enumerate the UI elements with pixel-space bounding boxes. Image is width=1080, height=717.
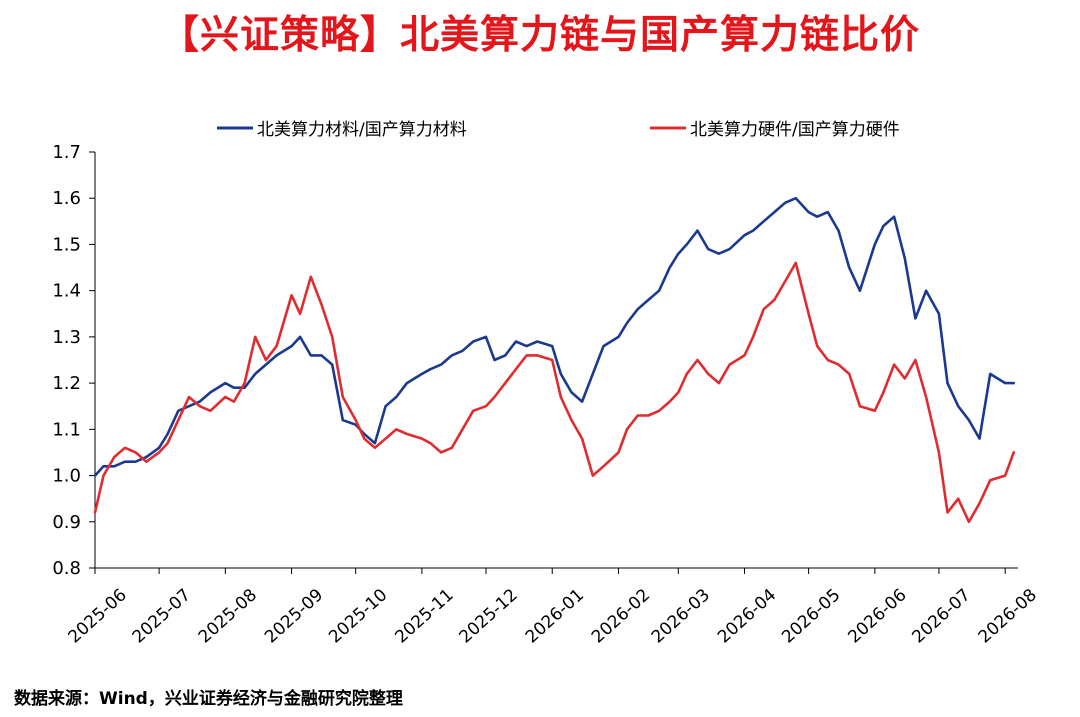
x-tick-label: 2025-07 bbox=[129, 585, 195, 647]
y-tick-label: 0.9 bbox=[52, 512, 81, 533]
x-tick-label: 2025-09 bbox=[261, 585, 327, 647]
y-tick-label: 1.3 bbox=[52, 327, 81, 348]
page-title: 【兴证策略】北美算力链与国产算力链比价 bbox=[159, 13, 920, 58]
plot-area bbox=[93, 196, 1016, 524]
y-tick-label: 1.4 bbox=[52, 281, 81, 302]
legend: 北美算力材料/国产算力材料 北美算力硬件/国产算力硬件 bbox=[217, 120, 900, 140]
x-tick-label: 2025-10 bbox=[325, 585, 391, 647]
x-tick-label: 2026-08 bbox=[975, 585, 1041, 647]
legend-label-series-1: 北美算力材料/国产算力材料 bbox=[257, 120, 467, 140]
y-tick-label: 1.2 bbox=[52, 373, 81, 394]
x-tick-label: 2026-05 bbox=[778, 585, 844, 647]
series-line-2 bbox=[93, 261, 1016, 524]
legend-label-series-2: 北美算力硬件/国产算力硬件 bbox=[690, 120, 900, 140]
y-tick-label: 0.8 bbox=[52, 558, 81, 579]
y-tick-label: 1.1 bbox=[52, 419, 81, 440]
source-note: 数据来源：Wind，兴业证券经济与金融研究院整理 bbox=[14, 689, 403, 709]
x-tick-label: 2026-01 bbox=[522, 585, 588, 647]
y-axis: 0.8 0.9 1.0 1.1 1.2 1.3 1.4 1.5 1.6 1.7 bbox=[52, 142, 95, 579]
y-tick-label: 1.0 bbox=[52, 466, 81, 487]
x-tick-label: 2026-03 bbox=[648, 585, 714, 647]
y-tick-label: 1.7 bbox=[52, 142, 81, 163]
x-tick-label: 2025-11 bbox=[391, 585, 457, 647]
y-tick-label: 1.6 bbox=[52, 188, 81, 209]
y-tick-label: 1.5 bbox=[52, 234, 81, 255]
x-tick-label: 2026-04 bbox=[714, 585, 780, 647]
x-tick-label: 2026-07 bbox=[909, 585, 975, 647]
series-line-1 bbox=[93, 196, 1016, 477]
x-tick-label: 2025-12 bbox=[456, 585, 522, 647]
x-tick-label: 2026-02 bbox=[588, 585, 654, 647]
x-tick-label: 2026-06 bbox=[844, 585, 910, 647]
x-tick-label: 2025-06 bbox=[65, 585, 131, 647]
x-tick-label: 2025-08 bbox=[195, 585, 261, 647]
